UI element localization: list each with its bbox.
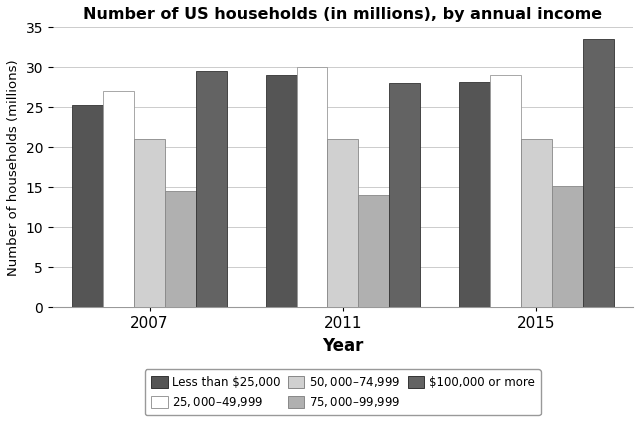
X-axis label: Year: Year <box>323 337 364 355</box>
Bar <box>583 39 614 307</box>
Bar <box>266 75 296 307</box>
Bar <box>196 71 227 307</box>
Bar <box>134 139 165 307</box>
Bar <box>165 191 196 307</box>
Y-axis label: Number of households (millions): Number of households (millions) <box>7 59 20 276</box>
Bar <box>490 75 521 307</box>
Bar <box>328 139 358 307</box>
Bar <box>72 105 103 307</box>
Bar <box>552 186 583 307</box>
Bar <box>389 83 420 307</box>
Bar <box>521 139 552 307</box>
Bar <box>358 195 389 307</box>
Bar <box>459 83 490 307</box>
Bar <box>296 67 328 307</box>
Title: Number of US households (in millions), by annual income: Number of US households (in millions), b… <box>83 7 602 22</box>
Legend: Less than $25,000, $25,000–$49,999, $50,000–$74,999, $75,000–$99,999, $100,000 o: Less than $25,000, $25,000–$49,999, $50,… <box>145 369 541 415</box>
Bar <box>103 91 134 307</box>
